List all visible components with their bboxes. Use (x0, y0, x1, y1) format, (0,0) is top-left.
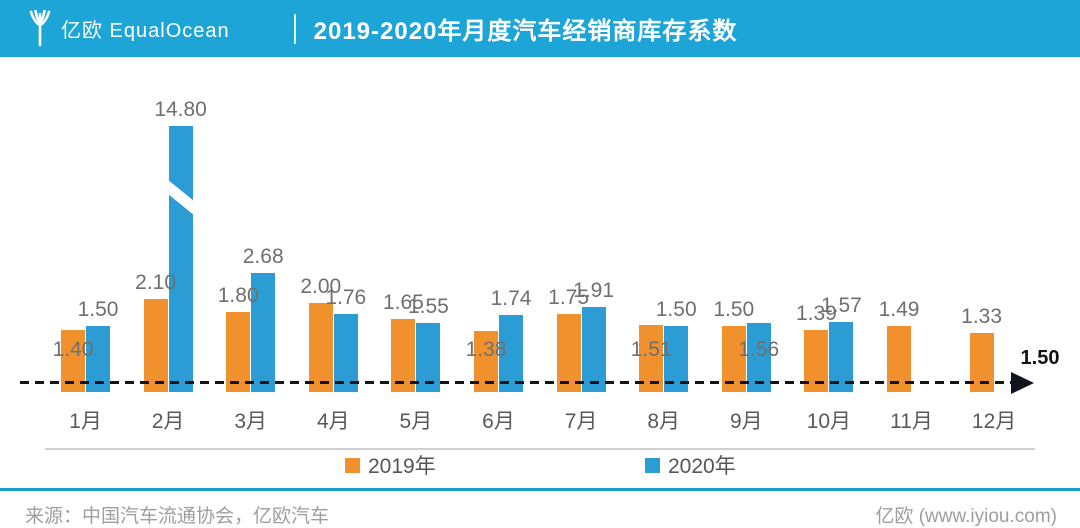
value-label-2020年-6月: 1.74 (490, 286, 532, 310)
bar-2020年-4月 (333, 314, 358, 392)
value-label-2019年-8月: 1.51 (630, 338, 672, 361)
bar-2020年-8月 (664, 325, 689, 392)
value-label-2019年-11月: 1.49 (878, 297, 920, 321)
value-label-2019年-4月: 2.00 (300, 275, 342, 299)
footer-source-text: 来源：中国汽车流通协会，亿欧汽车 (25, 506, 330, 527)
category-label-5月: 5月 (399, 410, 433, 433)
legend-item-2019: 2019年 (345, 450, 436, 480)
category-label-6月: 6月 (482, 410, 515, 433)
bar-2019年-5月 (391, 318, 416, 392)
value-label-2019年-12月: 1.33 (961, 305, 1003, 329)
value-label-2019年-3月: 1.80 (217, 284, 259, 308)
category-label-8月: 8月 (647, 410, 681, 433)
legend-label-2019: 2019年 (368, 455, 436, 478)
header-divider (293, 13, 296, 44)
value-label-2020年-3月: 2.68 (242, 245, 284, 269)
brand-name: 亿欧 EqualOcean (61, 20, 230, 42)
legend-swatch-2019 (345, 457, 360, 473)
bar-2020年-5月 (416, 323, 441, 392)
bar-2020年-3月 (251, 273, 276, 392)
bar-chart: 1.50 1月 1.40 1.50 2月 2.10 14.80 3月 1.80 2.68 4月 2.… (0, 57, 1080, 513)
legend-label-2020: 2020年 (668, 455, 736, 478)
value-label-2019年-9月: 1.50 (713, 297, 755, 321)
bar-2020年-9月 (746, 322, 771, 392)
axis-break-slash (160, 180, 201, 215)
value-label-2019年-1月: 1.40 (52, 338, 94, 361)
bar-2020年-2月 (160, 126, 201, 392)
legend-item-2020: 2020年 (645, 450, 736, 480)
bar-2019年-11月 (887, 325, 911, 392)
category-label-11月: 11月 (890, 410, 933, 433)
value-label-2020年-9月: 1.56 (738, 338, 780, 361)
value-label-2020年-4月: 1.76 (325, 286, 367, 310)
value-label-2019年-2月: 2.10 (135, 270, 177, 294)
bar-2019年-7月 (556, 314, 581, 392)
reference-dashed-line (20, 381, 1012, 384)
category-label-3月: 3月 (234, 410, 268, 433)
category-label-7月: 7月 (564, 410, 598, 433)
value-label-2020年-8月: 1.50 (655, 297, 697, 321)
header-bar: 亿欧 EqualOcean 2019-2020年月度汽车经销商库存系数 (0, 0, 1080, 57)
reference-line-label: 1.50 (1020, 347, 1060, 369)
category-label-9月: 9月 (729, 410, 763, 433)
value-label-2019年-5月: 1.65 (382, 290, 424, 314)
value-label-2019年-7月: 1.75 (548, 286, 590, 310)
value-label-2019年-10月: 1.39 (795, 302, 837, 326)
bar-2019年-9月 (721, 325, 746, 392)
bar-2019年-3月 (226, 312, 251, 392)
value-label-2020年-1月: 1.50 (77, 297, 119, 321)
reference-arrow-icon (1011, 372, 1034, 394)
bar-2020年-6月 (499, 314, 523, 392)
bar-2019年-8月 (639, 325, 664, 392)
bar-2019年-2月 (143, 298, 168, 392)
bar-2020年-1月 (86, 325, 110, 392)
value-label-2020年-7月: 1.91 (573, 279, 615, 303)
footer-site-text: 亿欧 (www.iyiou.com) (875, 506, 1057, 527)
x-axis-line (45, 448, 1035, 450)
value-label-2020年-5月: 1.55 (407, 295, 449, 319)
category-label-12月: 12月 (971, 410, 1017, 433)
category-label-10月: 10月 (806, 410, 852, 433)
category-label-4月: 4月 (316, 410, 350, 433)
page-title: 2019-2020年月度汽车经销商库存系数 (313, 18, 738, 45)
bar-2019年-4月 (308, 303, 333, 392)
footer-divider (0, 488, 1080, 491)
value-label-2020年-2月: 14.80 (154, 98, 207, 121)
value-label-2020年-10月: 1.57 (820, 294, 862, 318)
bar-2020年-7月 (581, 307, 606, 392)
equalocean-logo-icon (29, 9, 51, 46)
legend-swatch-2020 (645, 457, 660, 473)
bar-2020年-10月 (829, 322, 854, 392)
category-label-1月: 1月 (69, 410, 102, 433)
category-label-2月: 2月 (151, 410, 185, 433)
value-label-2019年-6月: 1.38 (465, 338, 507, 361)
